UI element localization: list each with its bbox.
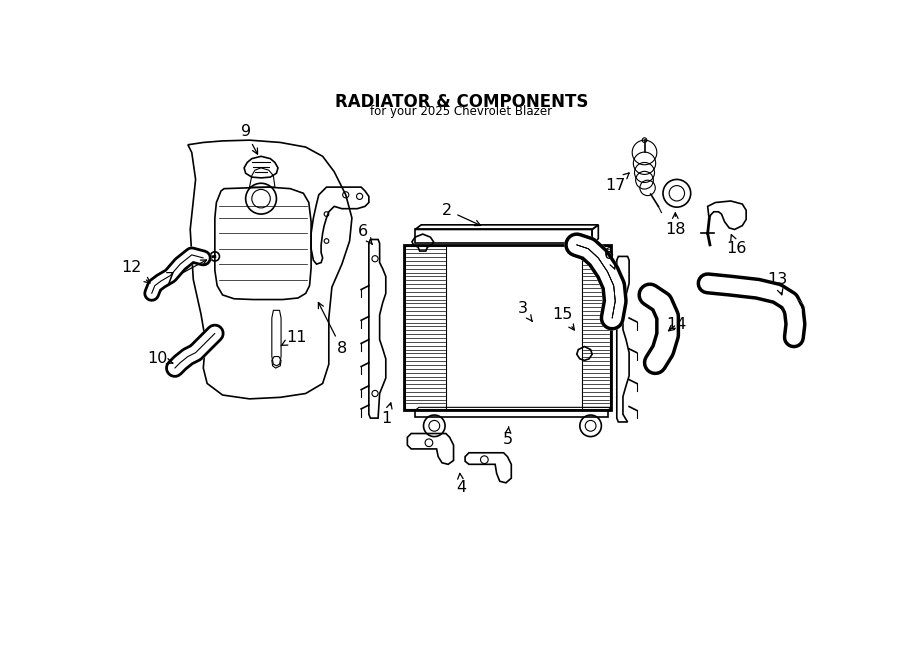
Text: 10: 10	[147, 350, 173, 366]
Text: 1: 1	[382, 403, 392, 426]
Text: 4: 4	[456, 473, 466, 495]
Text: 7: 7	[165, 260, 207, 287]
Text: 17: 17	[605, 173, 629, 193]
Text: 18: 18	[665, 213, 686, 237]
Text: 9: 9	[240, 124, 257, 154]
Text: 8: 8	[319, 303, 347, 356]
Text: RADIATOR & COMPONENTS: RADIATOR & COMPONENTS	[335, 93, 588, 111]
Text: 14: 14	[667, 317, 687, 332]
Text: 3: 3	[518, 301, 532, 321]
Text: 5: 5	[502, 426, 512, 447]
Text: 11: 11	[281, 330, 307, 346]
Text: 12: 12	[122, 260, 150, 283]
Text: 13: 13	[767, 272, 788, 295]
Text: 2: 2	[442, 203, 481, 225]
Text: 15: 15	[553, 307, 574, 330]
Text: 6: 6	[357, 224, 373, 245]
Text: 16: 16	[726, 235, 747, 256]
Text: for your 2025 Chevrolet Blazer: for your 2025 Chevrolet Blazer	[370, 104, 553, 118]
Text: 6: 6	[604, 247, 616, 269]
